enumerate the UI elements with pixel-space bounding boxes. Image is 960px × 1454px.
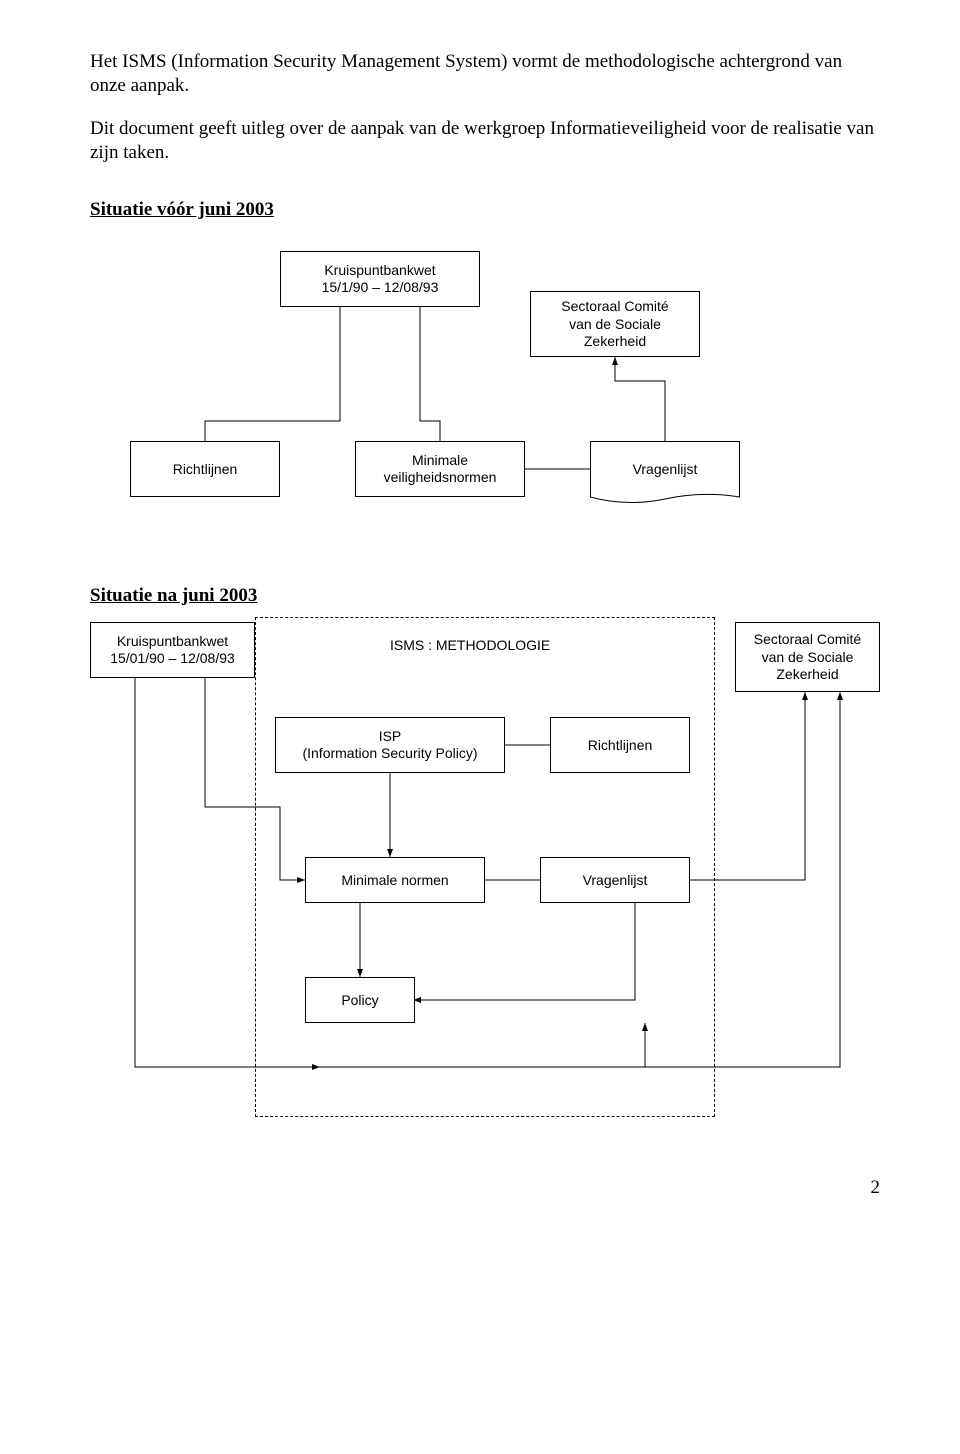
node-vragen: Vragenlijst — [540, 857, 690, 903]
diagram-after-2003: ISMS : METHODOLOGIE Kruispuntbankwet15/01… — [90, 607, 880, 1137]
intro-paragraph-1: Het ISMS (Information Security Managemen… — [90, 50, 880, 99]
node-normen: Minimaleveiligheidsnormen — [355, 441, 525, 497]
node-vragen: Vragenlijst — [590, 441, 740, 497]
node-comite: Sectoraal Comitévan de SocialeZekerheid — [530, 291, 700, 357]
intro-paragraph-2: Dit document geeft uitleg over de aanpak… — [90, 117, 880, 166]
node-isp: ISP(Information Security Policy) — [275, 717, 505, 773]
isms-label: ISMS : METHODOLOGIE — [390, 637, 550, 653]
node-normen: Minimale normen — [305, 857, 485, 903]
section1-heading: Situatie vóór juni 2003 — [90, 199, 880, 221]
diagram-before-2003: Kruispuntbankwet15/1/90 – 12/08/93 Sector… — [90, 221, 880, 551]
node-policy: Policy — [305, 977, 415, 1023]
node-kruispunt: Kruispuntbankwet15/01/90 – 12/08/93 — [90, 622, 255, 678]
node-kruispunt: Kruispuntbankwet15/1/90 – 12/08/93 — [280, 251, 480, 307]
node-richt: Richtlijnen — [550, 717, 690, 773]
page-number: 2 — [90, 1177, 880, 1199]
node-comite: Sectoraal Comitévan de SocialeZekerheid — [735, 622, 880, 692]
section2-heading: Situatie na juni 2003 — [90, 585, 880, 607]
node-richt: Richtlijnen — [130, 441, 280, 497]
